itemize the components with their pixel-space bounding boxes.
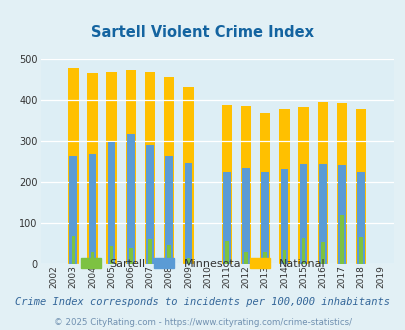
Bar: [69, 155, 77, 264]
Bar: [240, 106, 251, 264]
Bar: [241, 168, 249, 264]
Bar: [87, 73, 98, 264]
Bar: [110, 247, 113, 264]
Bar: [320, 242, 324, 264]
Bar: [183, 87, 193, 264]
Bar: [337, 165, 345, 264]
Bar: [299, 164, 307, 264]
Bar: [222, 172, 230, 264]
Bar: [145, 73, 155, 264]
Bar: [336, 103, 346, 264]
Bar: [107, 142, 115, 264]
Bar: [317, 102, 327, 264]
Bar: [184, 162, 192, 264]
Bar: [90, 252, 94, 264]
Bar: [106, 72, 117, 264]
Legend: Sartell, Minnesota, National: Sartell, Minnesota, National: [76, 254, 329, 273]
Bar: [129, 248, 132, 264]
Bar: [88, 153, 96, 264]
Bar: [68, 68, 78, 264]
Bar: [318, 164, 326, 264]
Bar: [259, 114, 270, 264]
Bar: [146, 145, 153, 264]
Bar: [244, 252, 247, 264]
Bar: [167, 245, 171, 264]
Bar: [224, 241, 228, 264]
Bar: [356, 172, 364, 264]
Bar: [298, 107, 308, 264]
Bar: [282, 250, 286, 264]
Bar: [125, 70, 136, 264]
Bar: [301, 238, 305, 264]
Bar: [358, 237, 362, 264]
Bar: [164, 78, 174, 264]
Bar: [339, 215, 343, 264]
Bar: [148, 240, 151, 264]
Bar: [165, 155, 173, 264]
Bar: [280, 170, 288, 264]
Bar: [221, 105, 232, 264]
Bar: [186, 258, 190, 264]
Text: Crime Index corresponds to incidents per 100,000 inhabitants: Crime Index corresponds to incidents per…: [15, 297, 390, 307]
Bar: [355, 109, 366, 264]
Bar: [127, 134, 134, 264]
Bar: [278, 109, 289, 264]
Text: Sartell Violent Crime Index: Sartell Violent Crime Index: [91, 25, 314, 40]
Bar: [261, 172, 269, 264]
Text: © 2025 CityRating.com - https://www.cityrating.com/crime-statistics/: © 2025 CityRating.com - https://www.city…: [54, 318, 351, 327]
Bar: [263, 252, 266, 264]
Bar: [71, 236, 75, 264]
